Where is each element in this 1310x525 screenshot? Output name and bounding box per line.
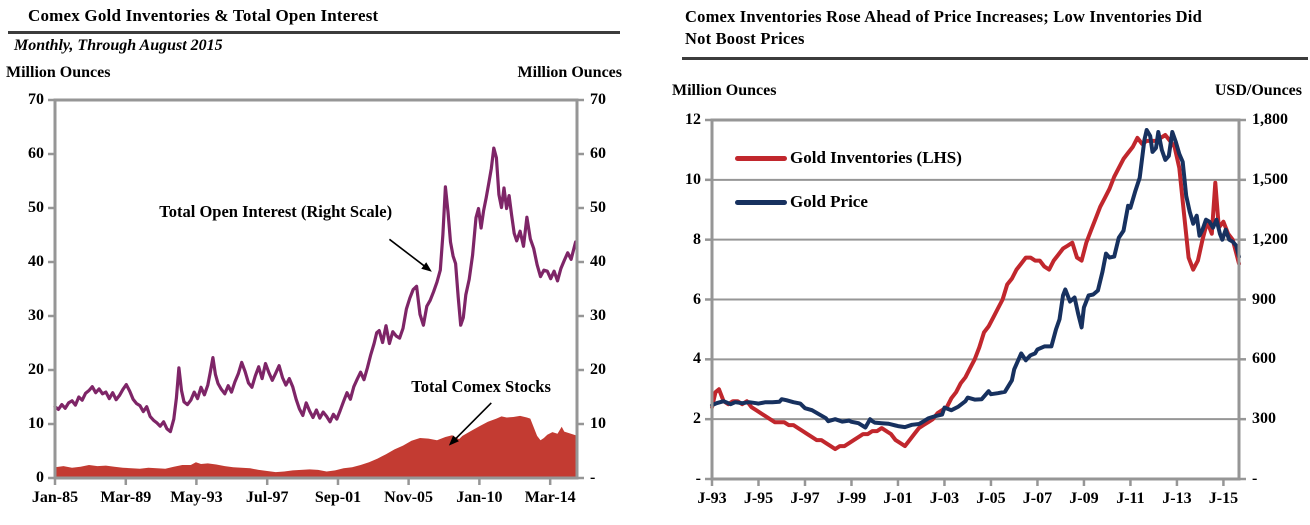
left-chart-title-rule bbox=[8, 31, 620, 34]
left-chart-card: Comex Gold Inventories & Total Open Inte… bbox=[0, 0, 640, 525]
left-chart-title: Comex Gold Inventories & Total Open Inte… bbox=[28, 6, 379, 25]
annotation-arrow-head bbox=[421, 262, 432, 272]
y-axis-right-tick-label: - bbox=[1252, 470, 1258, 487]
left-chart-right-axis-title: Million Ounces bbox=[517, 64, 622, 81]
right-chart-card: Comex Inventories Rose Ahead of Price In… bbox=[660, 0, 1310, 525]
y-axis-left-tick-label: 8 bbox=[693, 230, 701, 248]
x-axis-tick-label: J-97 bbox=[790, 490, 820, 507]
right-chart-canvas bbox=[705, 118, 1246, 486]
x-axis-tick-label: J-13 bbox=[1162, 490, 1192, 507]
annotation-arrow-line bbox=[388, 238, 429, 270]
y-axis-right-tick-label: 20 bbox=[590, 361, 606, 378]
x-axis-tick-label: May-93 bbox=[170, 489, 223, 506]
chart-annotation: Total Open Interest (Right Scale) bbox=[159, 202, 393, 222]
y-axis-left-tick-label: 4 bbox=[693, 350, 701, 368]
y-axis-left-tick-label: 40 bbox=[28, 253, 44, 270]
series-line-gold-price bbox=[710, 128, 1241, 430]
y-axis-left-tick-label: 50 bbox=[28, 199, 44, 216]
annotation-arrow-head bbox=[448, 435, 459, 446]
legend-swatch-gold-inventories bbox=[735, 155, 787, 161]
chart-annotation: Total Comex Stocks bbox=[411, 376, 551, 396]
x-axis-tick-label: J-01 bbox=[883, 490, 913, 507]
x-axis-tick-label: J-95 bbox=[743, 490, 774, 507]
y-axis-right-tick-label: 10 bbox=[590, 415, 606, 432]
right-chart-title-rule bbox=[682, 57, 1308, 60]
x-axis-tick-label: Nov-05 bbox=[384, 489, 434, 506]
y-axis-right-tick-label: 1,500 bbox=[1252, 170, 1288, 188]
right-chart-left-axis-title: Million Ounces bbox=[672, 82, 777, 99]
y-axis-left-tick-label: 70 bbox=[28, 91, 44, 108]
x-axis-tick-label: Jan-10 bbox=[456, 489, 503, 506]
y-axis-left-tick-label: 60 bbox=[28, 145, 44, 162]
series-area-total-comex-stocks bbox=[55, 415, 576, 478]
y-axis-right-tick-label: 1,800 bbox=[1252, 111, 1288, 128]
y-axis-left-tick-label: 30 bbox=[28, 307, 44, 324]
left-chart-subtitle: Monthly, Through August 2015 bbox=[14, 37, 223, 54]
y-axis-left-tick-label: 12 bbox=[685, 111, 701, 128]
legend-label-gold-inventories: Gold Inventories (LHS) bbox=[790, 148, 962, 167]
y-axis-left-tick-label: 2 bbox=[693, 410, 701, 428]
y-axis-left-tick-label: 10 bbox=[685, 170, 701, 188]
x-axis-tick-label: J-05 bbox=[976, 490, 1006, 507]
plot-frame bbox=[53, 98, 579, 480]
x-axis-tick-label: J-03 bbox=[929, 490, 960, 507]
right-chart-title-line1: Comex Inventories Rose Ahead of Price In… bbox=[685, 7, 1202, 26]
legend-swatch-gold-price bbox=[735, 199, 787, 205]
legend-label-gold-price: Gold Price bbox=[790, 192, 868, 211]
x-axis-tick-label: Sep-01 bbox=[314, 489, 362, 506]
y-axis-right-tick-label: 300 bbox=[1252, 410, 1276, 428]
legend-item-gold-inventories: Gold Inventories (LHS) bbox=[735, 148, 962, 167]
right-chart-title-line2: Not Boost Prices bbox=[685, 29, 805, 48]
y-axis-right-tick-label: 600 bbox=[1252, 350, 1276, 368]
x-axis-tick-label: J-09 bbox=[1069, 490, 1099, 507]
y-axis-left-tick-label: - bbox=[695, 470, 701, 487]
x-axis-tick-label: Jul-97 bbox=[245, 489, 289, 506]
right-chart-right-axis-title: USD/Ounces bbox=[1214, 82, 1302, 99]
y-axis-right-tick-label: 50 bbox=[590, 199, 606, 216]
x-axis-tick-label: Mar-14 bbox=[524, 489, 576, 506]
x-axis-tick-label: Jan-85 bbox=[31, 489, 79, 506]
legend-item-gold-price: Gold Price bbox=[735, 192, 868, 211]
y-axis-right-tick-label: 70 bbox=[590, 91, 606, 108]
y-axis-left-tick-label: 20 bbox=[28, 361, 44, 378]
x-axis-tick-label: Mar-89 bbox=[100, 489, 152, 506]
left-chart-canvas bbox=[48, 98, 584, 485]
y-axis-left-tick-label: 10 bbox=[28, 415, 44, 432]
y-axis-right-tick-label: 1,200 bbox=[1252, 230, 1288, 248]
x-axis-tick-label: J-99 bbox=[836, 490, 867, 507]
series-line-total-open-interest bbox=[53, 146, 578, 434]
y-axis-right-tick-label: 900 bbox=[1252, 290, 1276, 308]
y-axis-left-tick-label: 0 bbox=[36, 469, 44, 486]
x-axis-tick-label: J-11 bbox=[1116, 490, 1145, 507]
x-axis-tick-label: J-07 bbox=[1022, 490, 1053, 507]
x-axis-tick-label: J-93 bbox=[697, 490, 727, 507]
y-axis-left-tick-label: 6 bbox=[693, 290, 701, 308]
y-axis-right-tick-label: 40 bbox=[590, 253, 606, 270]
y-axis-right-tick-label: 30 bbox=[590, 307, 606, 324]
left-chart-left-axis-title: Million Ounces bbox=[6, 64, 111, 81]
y-axis-right-tick-label: - bbox=[590, 469, 596, 486]
y-axis-right-tick-label: 60 bbox=[590, 145, 606, 162]
x-axis-tick-label: J-15 bbox=[1208, 490, 1239, 507]
annotation-arrow-line bbox=[451, 402, 492, 443]
